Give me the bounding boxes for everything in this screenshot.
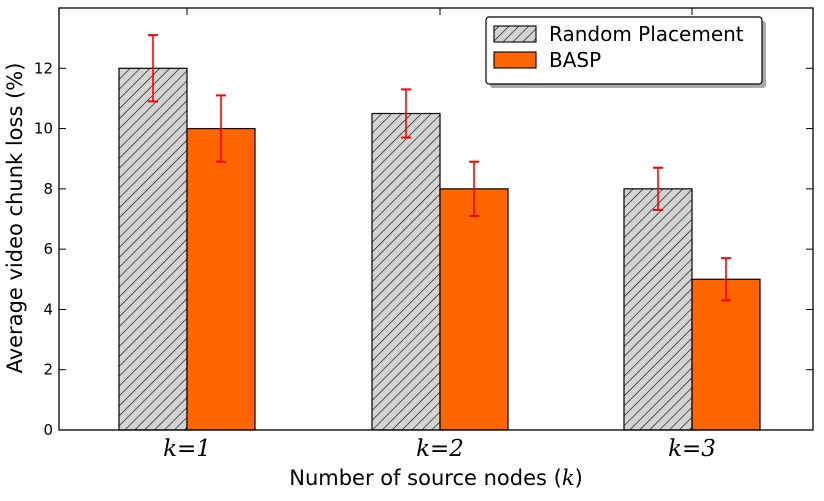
legend-swatch-basp bbox=[493, 51, 537, 69]
x-tick-label: k=2 bbox=[416, 436, 464, 462]
x-axis: k=1 k=2 k=3 bbox=[163, 8, 716, 462]
y-tick-label: 4 bbox=[43, 300, 53, 318]
error-bars-layer bbox=[148, 34, 731, 302]
legend-box bbox=[485, 16, 763, 85]
bar-random-placement bbox=[118, 67, 188, 431]
x-tick-label: k=3 bbox=[668, 436, 716, 462]
legend-label-basp: BASP bbox=[549, 48, 601, 72]
bars-layer bbox=[118, 67, 761, 431]
y-tick-label: 0 bbox=[43, 421, 53, 439]
bar-basp bbox=[691, 278, 761, 431]
y-tick-label: 6 bbox=[43, 240, 53, 258]
y-tick-label: 10 bbox=[34, 120, 53, 138]
bar-random-placement bbox=[623, 188, 693, 431]
legend-swatch-random-placement bbox=[493, 25, 537, 43]
bar-random-placement bbox=[371, 112, 441, 431]
bar-basp bbox=[439, 188, 509, 431]
x-tick-label: k=1 bbox=[163, 436, 211, 462]
plot-frame bbox=[58, 7, 814, 431]
bar-basp bbox=[186, 127, 256, 431]
y-tick-label: 8 bbox=[43, 180, 53, 198]
y-tick-label: 12 bbox=[34, 59, 53, 77]
y-tick-label: 2 bbox=[43, 361, 53, 379]
y-axis: 0 2 4 6 8 10 12 bbox=[34, 59, 813, 439]
legend-label-random-placement: Random Placement bbox=[549, 22, 744, 46]
x-axis-title: Number of source nodes (k) bbox=[289, 466, 583, 490]
y-axis-title: Average video chunk loss (%) bbox=[3, 63, 27, 374]
